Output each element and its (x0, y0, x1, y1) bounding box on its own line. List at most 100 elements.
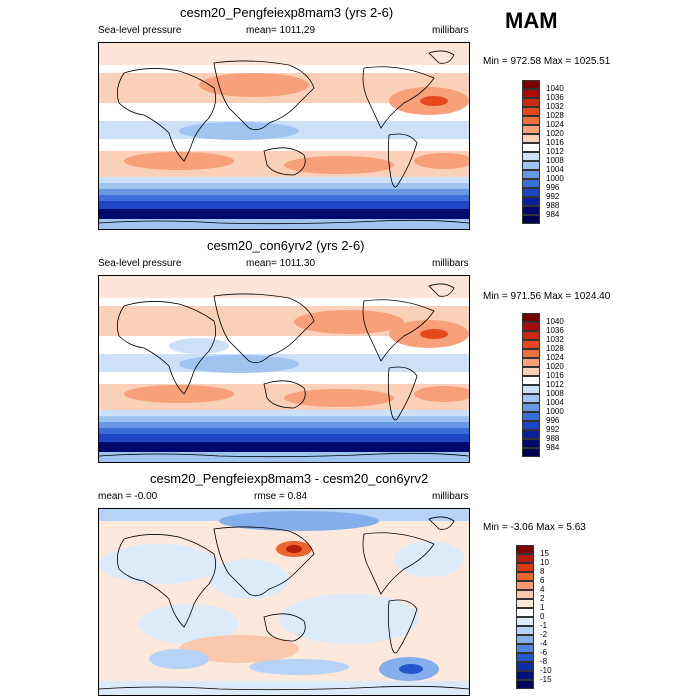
colorbar-tick: -8 (540, 657, 548, 666)
colorbar-tick: 1016 (546, 371, 564, 380)
panel-1-title: cesm20_Pengfeiexp8mam3 (yrs 2-6) (180, 5, 394, 20)
panel-1-minmax: Min = 972.58 Max = 1025.51 (483, 56, 611, 67)
colorbar-swatch (516, 545, 534, 554)
colorbar-tick: 1036 (546, 326, 564, 335)
panel-2-minmax: Min = 971.56 Max = 1024.40 (483, 291, 611, 302)
colorbar-tick: 1012 (546, 147, 564, 156)
colorbar-tick: 988 (546, 434, 560, 443)
colorbar-swatch (522, 448, 540, 457)
colorbar-tick: 15 (540, 549, 549, 558)
colorbar-swatch (516, 563, 534, 572)
colorbar-swatch (522, 188, 540, 197)
colorbar-swatch (516, 626, 534, 635)
colorbar-swatch (522, 394, 540, 403)
colorbar-swatch (516, 653, 534, 662)
colorbar-tick: 6 (540, 576, 545, 585)
colorbar-swatch (522, 376, 540, 385)
colorbar-tick: 1032 (546, 102, 564, 111)
colorbar-swatch (522, 170, 540, 179)
colorbar-tick: 0 (540, 612, 545, 621)
colorbar-swatch (522, 385, 540, 394)
colorbar-swatch (516, 599, 534, 608)
colorbar-tick: 1008 (546, 156, 564, 165)
colorbar-swatch (522, 421, 540, 430)
panel-1-variable: Sea-level pressure (98, 25, 182, 36)
colorbar-swatch (522, 107, 540, 116)
colorbar-swatch (516, 554, 534, 563)
colorbar-swatch (516, 572, 534, 581)
colorbar-swatch (522, 116, 540, 125)
colorbar-tick: 996 (546, 183, 560, 192)
colorbar-tick: 1016 (546, 138, 564, 147)
colorbar-swatch (522, 125, 540, 134)
panel-3-units: millibars (432, 491, 469, 502)
colorbar-tick: 996 (546, 416, 560, 425)
colorbar-tick: -2 (540, 630, 548, 639)
colorbar-tick: 1024 (546, 353, 564, 362)
colorbar-tick: 1020 (546, 129, 564, 138)
colorbar-tick: 1028 (546, 344, 564, 353)
panel-3-minmax: Min = -3.06 Max = 5.63 (483, 522, 586, 533)
colorbar-swatch (522, 313, 540, 322)
colorbar-tick: 1008 (546, 389, 564, 398)
colorbar-swatch (516, 680, 534, 689)
colorbar-swatch (522, 197, 540, 206)
colorbar-swatch (516, 635, 534, 644)
colorbar-tick: 992 (546, 192, 560, 201)
colorbar-swatch (522, 340, 540, 349)
panel-1-units: millibars (432, 25, 469, 36)
colorbar-tick: 1024 (546, 120, 564, 129)
colorbar-tick: -4 (540, 639, 548, 648)
colorbar-tick: 984 (546, 443, 560, 452)
colorbar-tick: -15 (540, 675, 552, 684)
colorbar-tick: 1028 (546, 111, 564, 120)
colorbar-swatch (516, 662, 534, 671)
colorbar-swatch (522, 412, 540, 421)
colorbar-swatch (516, 590, 534, 599)
colorbar-tick: 1012 (546, 380, 564, 389)
colorbar-swatch (516, 608, 534, 617)
panel-2-map (98, 275, 470, 463)
season-label: MAM (505, 8, 558, 33)
colorbar-swatch (516, 644, 534, 653)
colorbar-swatch (522, 322, 540, 331)
panel-2-units: millibars (432, 258, 469, 269)
colorbar-tick: 1036 (546, 93, 564, 102)
colorbar-tick: 1020 (546, 362, 564, 371)
colorbar-swatch (522, 80, 540, 89)
colorbar-swatch (522, 161, 540, 170)
panel-3-mean: mean = -0.00 (98, 491, 158, 502)
panel-3-title: cesm20_Pengfeiexp8mam3 - cesm20_con6yrv2 (150, 471, 429, 486)
colorbar-swatch (516, 617, 534, 626)
colorbar-tick: -10 (540, 666, 552, 675)
colorbar-swatch (522, 152, 540, 161)
panel-2-mean: mean= 1011.30 (246, 258, 316, 269)
colorbar-tick: -1 (540, 621, 548, 630)
colorbar-tick: 10 (540, 558, 549, 567)
colorbar-tick: 1000 (546, 174, 564, 183)
colorbar-swatch (516, 581, 534, 590)
colorbar-swatch (522, 358, 540, 367)
colorbar-tick: 4 (540, 585, 545, 594)
colorbar-swatch (522, 430, 540, 439)
colorbar-tick: 988 (546, 201, 560, 210)
colorbar-tick: 1004 (546, 165, 564, 174)
panel-3-map (98, 508, 470, 696)
colorbar-swatch (522, 206, 540, 215)
panel-2-variable: Sea-level pressure (98, 258, 182, 269)
colorbar-tick: 1040 (546, 317, 564, 326)
colorbar-tick: 1 (540, 603, 545, 612)
panel-1-mean: mean= 1011.29 (246, 25, 316, 36)
colorbar-swatch (522, 134, 540, 143)
colorbar-tick: 2 (540, 594, 545, 603)
colorbar-swatch (516, 671, 534, 680)
colorbar-swatch (522, 179, 540, 188)
colorbar-tick: 1000 (546, 407, 564, 416)
colorbar-swatch (522, 349, 540, 358)
panel-1-map (98, 42, 470, 230)
panel-2-title: cesm20_con6yrv2 (yrs 2-6) (207, 238, 365, 253)
colorbar-swatch (522, 403, 540, 412)
colorbar-swatch (522, 98, 540, 107)
colorbar-swatch (522, 215, 540, 224)
panel-3-rmse: rmse = 0.84 (254, 491, 308, 502)
